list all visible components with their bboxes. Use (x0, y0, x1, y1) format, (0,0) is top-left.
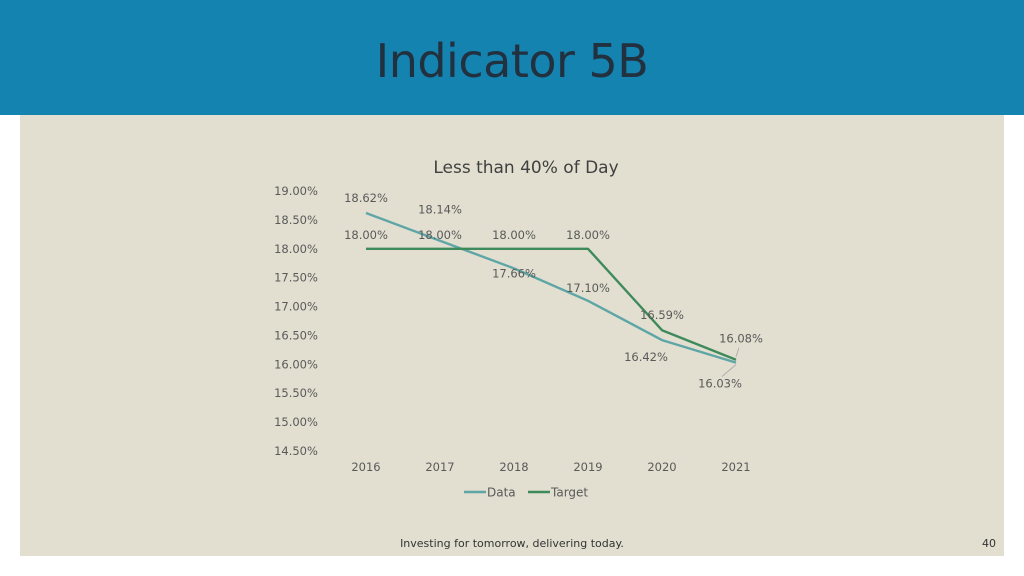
data-label-target: 16.59% (640, 308, 684, 322)
data-label-target: 18.00% (492, 228, 536, 242)
content-panel (20, 115, 1004, 556)
data-label-target: 18.00% (566, 228, 610, 242)
y-tick-label: 17.50% (274, 271, 318, 285)
x-tick-label: 2018 (499, 460, 528, 474)
x-tick-label: 2021 (721, 460, 750, 474)
x-tick-label: 2019 (573, 460, 602, 474)
y-tick-label: 19.00% (274, 184, 318, 198)
y-axis: 19.00% 18.50% 18.00% 17.50% 17.00% 16.50% 16.0… (274, 184, 318, 458)
data-label-data: 18.14% (418, 203, 462, 217)
data-label-target: 16.08% (719, 332, 763, 346)
y-tick-label: 16.50% (274, 328, 318, 342)
data-label-target: 18.00% (418, 228, 462, 242)
data-label-target: 18.00% (344, 228, 388, 242)
legend-label: Target (550, 486, 588, 500)
y-tick-label: 16.00% (274, 357, 318, 371)
series-line-data (365, 211, 737, 364)
leader-line (735, 347, 740, 357)
series-line-target (366, 247, 737, 361)
leader-line (721, 364, 737, 377)
footer-tagline: Investing for tomorrow, delivering today… (400, 537, 624, 550)
data-label-data: 16.03% (698, 377, 742, 391)
y-tick-label: 14.50% (274, 444, 318, 458)
slide-title: Indicator 5B (375, 34, 649, 88)
data-label-data: 18.62% (344, 191, 388, 205)
legend-label: Data (487, 486, 516, 500)
x-axis: 2016 2017 2018 2019 2020 2021 (351, 460, 750, 474)
chart-legend: Data Target (464, 486, 588, 500)
y-tick-label: 18.50% (274, 213, 318, 227)
data-labels: 18.62% 18.14% 17.66% 17.10% 16.42% 16.03% 18.0… (344, 191, 763, 391)
series-lines (365, 211, 737, 364)
x-tick-label: 2016 (351, 460, 380, 474)
y-tick-label: 15.50% (274, 386, 318, 400)
data-label-data: 17.10% (566, 281, 610, 295)
title-bar: Indicator 5B (0, 0, 1024, 115)
x-tick-label: 2020 (647, 460, 676, 474)
data-label-data: 17.66% (492, 266, 536, 280)
chart-title: Less than 40% of Day (433, 158, 618, 178)
y-tick-label: 17.00% (274, 300, 318, 314)
data-label-data: 16.42% (624, 350, 668, 364)
page-number: 40 (982, 537, 996, 550)
x-tick-label: 2017 (425, 460, 454, 474)
y-tick-label: 18.00% (274, 242, 318, 256)
y-tick-label: 15.00% (274, 415, 318, 429)
